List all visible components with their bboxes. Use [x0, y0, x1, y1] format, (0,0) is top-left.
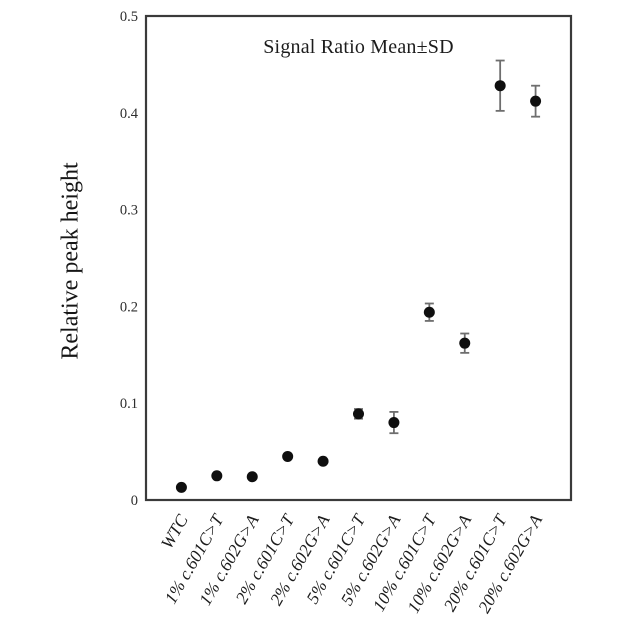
y-tick-label: 0: [131, 493, 138, 509]
data-point: [211, 470, 223, 482]
data-point: [459, 337, 471, 349]
data-point: [423, 306, 435, 318]
y-tick-label: 0.5: [120, 9, 138, 25]
x-tick-label: WTC: [157, 511, 192, 552]
data-point: [175, 481, 187, 493]
data-point: [353, 408, 364, 420]
y-tick-label: 0.2: [120, 299, 138, 315]
data-point: [530, 95, 542, 107]
data-point: [246, 471, 258, 483]
data-point: [317, 455, 329, 467]
y-tick-label: 0.3: [120, 203, 138, 219]
plot-box: [144, 14, 573, 502]
data-point: [282, 450, 294, 462]
y-tick-label: 0.1: [120, 396, 138, 412]
data-point: [494, 80, 506, 92]
y-tick-label: 0.4: [120, 106, 139, 122]
data-point: [388, 417, 400, 429]
